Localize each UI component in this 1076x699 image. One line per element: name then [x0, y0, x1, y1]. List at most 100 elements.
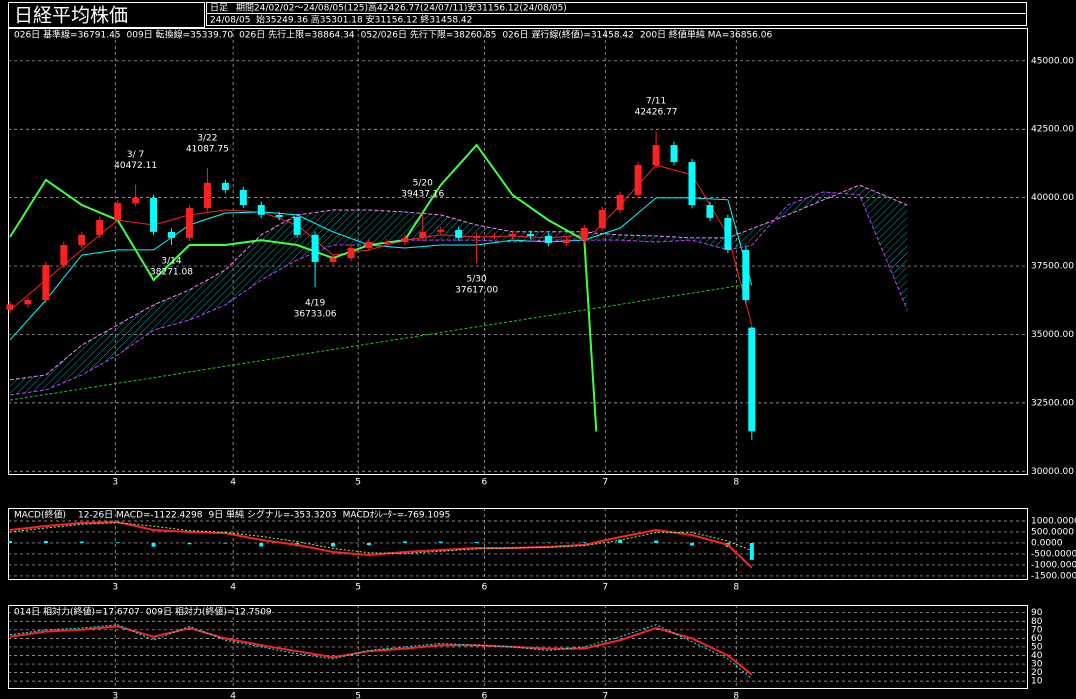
- candle-body: [257, 205, 265, 215]
- histogram-bar: [402, 541, 407, 543]
- y-tick-label: 500.0000: [1031, 527, 1074, 537]
- x-tick-label: 8: [733, 478, 739, 488]
- annotation-date: 3/ 7: [127, 150, 144, 160]
- x-tick-label: 6: [482, 583, 488, 593]
- candle-body: [419, 231, 427, 238]
- x-tick-label: 7: [602, 692, 608, 699]
- candle-body: [6, 304, 14, 310]
- histogram-bar: [223, 542, 228, 544]
- legend-entry: 12-26日 MACD=-1122.4298: [78, 510, 203, 521]
- candle-body: [239, 189, 247, 206]
- candle-body: [203, 182, 211, 209]
- candle-body: [616, 194, 624, 210]
- candle-body: [150, 197, 158, 232]
- histogram-bar: [546, 542, 551, 544]
- candle-body: [114, 203, 122, 221]
- date: 24/08/05: [210, 16, 250, 26]
- legend-entry: MACDｵｼﾚｰﾀｰ=-769.1095: [343, 510, 451, 521]
- x-tick-label: 8: [733, 583, 739, 593]
- histogram-bar: [151, 542, 156, 547]
- histogram-bar: [331, 542, 336, 547]
- x-tick-label: 4: [230, 692, 236, 699]
- x-tick-label: 5: [355, 583, 361, 593]
- plot-frame: [8, 28, 1028, 475]
- y-tick-label: 1000.0000: [1031, 516, 1076, 526]
- y-tick-label: 40000.00: [1031, 193, 1074, 203]
- period: 期間24/02/02〜24/08/05(125)高42426.77(24/07/…: [236, 2, 567, 14]
- histogram-bar: [438, 541, 443, 543]
- series-line: [9, 624, 753, 680]
- candle-body: [24, 299, 32, 305]
- y-tick-label: 10: [1031, 677, 1043, 687]
- annotation-date: 3/22: [197, 133, 217, 143]
- y-tick-label: 90: [1031, 608, 1043, 618]
- y-tick-label: 32500.00: [1031, 398, 1074, 408]
- candle-body: [293, 217, 301, 235]
- legend-entry: 026日 基準線=36791.45: [14, 29, 121, 41]
- annotation-value: 36733.06: [294, 310, 337, 320]
- histogram-bar: [618, 539, 623, 543]
- annotation-value: 40472.11: [114, 161, 157, 171]
- candle-body: [652, 145, 660, 166]
- series-line: [9, 625, 753, 676]
- y-tick-label: 70: [1031, 625, 1043, 635]
- y-tick-label: 50: [1031, 642, 1043, 652]
- annotation-value: 41087.75: [186, 144, 229, 154]
- candle-body: [473, 235, 481, 238]
- title-box: [8, 2, 205, 28]
- annotation-value: 39437.16: [401, 190, 444, 200]
- x-tick-label: 4: [230, 583, 236, 593]
- candle-body: [491, 235, 499, 237]
- annotation-value: 38271.08: [150, 267, 193, 277]
- histogram-bar: [366, 542, 371, 546]
- x-tick-label: 5: [355, 478, 361, 488]
- panel-title: MACD(終値): [14, 509, 66, 521]
- candle-body: [132, 197, 140, 204]
- x-tick-label: 3: [112, 478, 118, 488]
- histogram-bar: [79, 541, 84, 543]
- x-tick-label: 7: [602, 583, 608, 593]
- x-tick-label: 6: [482, 478, 488, 488]
- candle-body: [598, 209, 606, 229]
- legend-entry: 052/026日 先行下限=38260.85: [361, 29, 497, 41]
- annotation-value: 42426.77: [635, 108, 678, 118]
- candle-body: [78, 234, 86, 245]
- candle-body: [670, 145, 678, 163]
- candle-body: [60, 244, 68, 265]
- candle-body: [168, 231, 176, 238]
- legend-entry: 9日 単純 シグナル=-353.3203: [208, 509, 336, 521]
- candle-body: [221, 182, 229, 190]
- x-tick-label: 5: [355, 692, 361, 699]
- histogram-bar: [749, 542, 754, 560]
- legend-entry: 014日 相対力(終値)=17.6707: [14, 606, 140, 618]
- candle-body: [455, 229, 463, 238]
- legend-entry: 009日 相対力(終値)=12.7509: [146, 606, 272, 618]
- histogram-bar: [187, 542, 192, 545]
- y-tick-label: -1500.0000: [1031, 571, 1076, 581]
- y-tick-label: 80: [1031, 617, 1043, 627]
- ohlc: 始35249.36 高35301.18 安31156.12 終31458.42: [256, 14, 472, 26]
- annotation-value: 37617.00: [455, 285, 498, 295]
- legend-entry: 026日 先行上限=38864.34: [239, 29, 355, 41]
- candle-body: [329, 258, 337, 262]
- candle-body: [383, 241, 391, 243]
- histogram-bar: [259, 542, 264, 547]
- candle-body: [347, 247, 355, 259]
- candle-body: [96, 220, 104, 235]
- annotation-date: 5/20: [413, 179, 433, 189]
- histogram-bar: [510, 542, 515, 544]
- y-tick-label: 35000.00: [1031, 330, 1074, 340]
- candle-body: [742, 249, 750, 300]
- cloud: [9, 185, 908, 395]
- candle-body: [509, 234, 517, 236]
- x-tick-label: 3: [112, 692, 118, 699]
- histogram-bar: [474, 542, 479, 543]
- candle-body: [275, 214, 283, 218]
- y-tick-label: 42500.00: [1031, 125, 1074, 135]
- candle-body: [544, 235, 552, 244]
- annotation-date: 4/19: [305, 299, 325, 309]
- candle-body: [365, 241, 373, 248]
- candle-body: [580, 228, 588, 241]
